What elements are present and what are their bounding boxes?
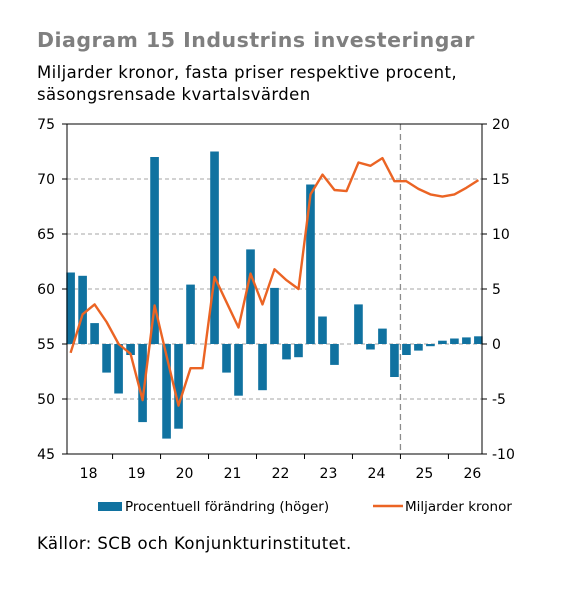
bar-series <box>66 151 483 439</box>
legend: Procentuell förändring (höger) Miljarder… <box>98 499 512 515</box>
combo-chart: 45 50 55 60 65 70 75 -10 -5 0 5 10 15 20 18 19 20 21 22 23 2… <box>37 117 515 515</box>
bar <box>270 287 279 344</box>
bar <box>474 336 483 344</box>
legend-bar-label: Procentuell förändring (höger) <box>125 499 329 515</box>
bar <box>150 157 159 344</box>
bar <box>90 323 99 344</box>
x-tick-label: 21 <box>224 466 242 482</box>
bar <box>354 304 363 344</box>
bar <box>258 344 267 391</box>
x-tick-label: 20 <box>176 466 194 482</box>
right-tick-label: 0 <box>492 337 501 353</box>
left-tick-label: 75 <box>37 117 55 133</box>
x-tick-label: 18 <box>80 466 98 482</box>
bar <box>294 344 303 358</box>
left-tick-label: 70 <box>37 172 55 188</box>
right-tick-label: -10 <box>492 447 515 463</box>
bar <box>462 337 471 344</box>
bar <box>162 344 171 439</box>
bar <box>138 344 147 423</box>
bar <box>402 344 411 355</box>
left-tick-label: 50 <box>37 392 55 408</box>
x-tick-label: 23 <box>320 466 338 482</box>
right-tick-label: 15 <box>492 172 510 188</box>
bar <box>186 284 195 344</box>
line-series-miljarder-kronor <box>69 156 480 407</box>
bar <box>114 344 123 394</box>
bar <box>222 344 231 373</box>
right-tick-label: -5 <box>492 392 506 408</box>
legend-line-label: Miljarder kronor <box>405 499 512 515</box>
bar <box>210 151 219 344</box>
bar <box>366 344 375 350</box>
bar <box>78 275 87 344</box>
left-tick-label: 45 <box>37 447 55 463</box>
bar <box>426 344 435 347</box>
bar <box>390 344 399 377</box>
bar <box>102 344 111 373</box>
bar <box>234 344 243 396</box>
x-tick-label: 24 <box>368 466 386 482</box>
bar <box>66 272 75 344</box>
bar <box>318 316 327 344</box>
axes: 45 50 55 60 65 70 75 -10 -5 0 5 10 15 20 18 19 20 21 22 23 2… <box>37 117 515 482</box>
bar <box>246 249 255 344</box>
chart-title: Diagram 15 Industrins investeringar <box>37 28 475 52</box>
right-tick-label: 5 <box>492 282 501 298</box>
bar <box>282 344 291 360</box>
chart-subtitle: Miljarder kronor, fasta priser respektiv… <box>37 63 458 104</box>
bar <box>450 338 459 344</box>
x-tick-label: 26 <box>463 466 481 482</box>
x-tick-label: 19 <box>128 466 146 482</box>
gridlines <box>67 178 482 400</box>
left-tick-label: 55 <box>37 337 55 353</box>
bar <box>306 184 315 344</box>
source-note: Källor: SCB och Konjunkturinstitutet. <box>37 534 352 553</box>
bar <box>126 344 135 355</box>
x-tick-label: 22 <box>272 466 290 482</box>
legend-bar-swatch <box>98 502 122 511</box>
right-tick-label: 10 <box>492 227 510 243</box>
bar <box>174 344 183 429</box>
bar <box>330 344 339 365</box>
left-tick-label: 60 <box>37 282 55 298</box>
bar <box>378 328 387 344</box>
right-tick-label: 20 <box>492 117 510 133</box>
left-tick-label: 65 <box>37 227 55 243</box>
bar <box>414 344 423 351</box>
bar <box>438 340 447 344</box>
x-tick-label: 25 <box>416 466 434 482</box>
